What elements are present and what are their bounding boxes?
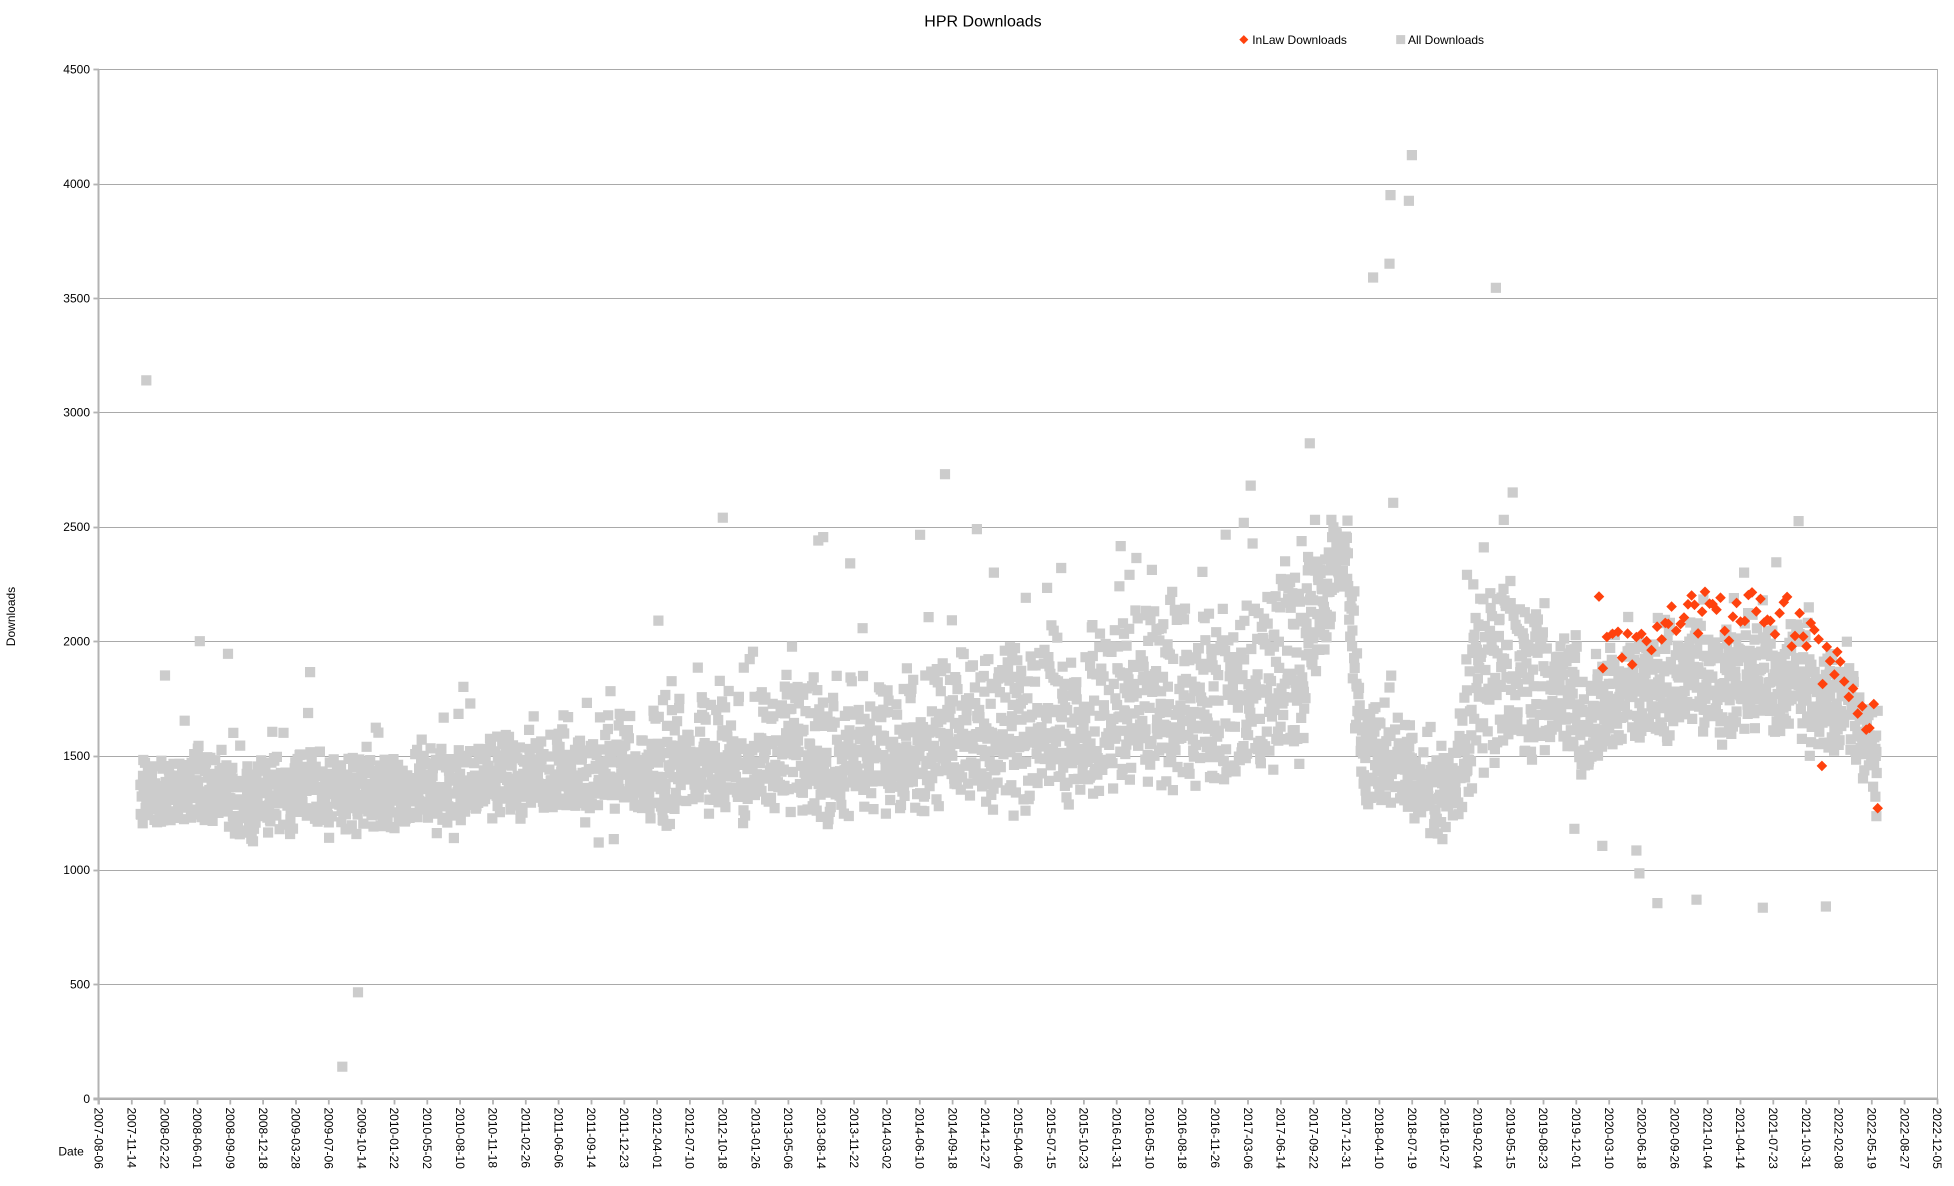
svg-text:2013-01-26: 2013-01-26 (748, 1108, 762, 1170)
svg-text:2022-08-27: 2022-08-27 (1897, 1108, 1911, 1170)
svg-text:2016-08-18: 2016-08-18 (1175, 1108, 1189, 1170)
svg-text:2000: 2000 (63, 635, 90, 649)
svg-text:1500: 1500 (63, 749, 90, 763)
svg-text:2018-10-27: 2018-10-27 (1438, 1108, 1452, 1170)
svg-text:2012-10-18: 2012-10-18 (716, 1108, 730, 1170)
svg-text:2009-07-06: 2009-07-06 (322, 1108, 336, 1170)
svg-text:4500: 4500 (63, 63, 90, 77)
svg-text:HPR Downloads: HPR Downloads (924, 14, 1041, 31)
svg-text:2014-12-27: 2014-12-27 (978, 1108, 992, 1170)
svg-text:3500: 3500 (63, 291, 90, 305)
svg-text:2017-12-31: 2017-12-31 (1339, 1108, 1353, 1170)
svg-text:2022-02-08: 2022-02-08 (1832, 1108, 1846, 1170)
svg-text:2014-06-10: 2014-06-10 (913, 1108, 927, 1170)
svg-text:2009-03-28: 2009-03-28 (289, 1108, 303, 1170)
svg-text:InLaw Downloads: InLaw Downloads (1252, 33, 1347, 47)
svg-text:3000: 3000 (63, 406, 90, 420)
svg-text:2010-01-22: 2010-01-22 (387, 1108, 401, 1170)
svg-text:2007-08-06: 2007-08-06 (92, 1108, 106, 1170)
svg-text:4000: 4000 (63, 177, 90, 191)
svg-text:2020-06-18: 2020-06-18 (1635, 1108, 1649, 1170)
svg-text:2018-07-19: 2018-07-19 (1405, 1108, 1419, 1170)
svg-text:2022-05-19: 2022-05-19 (1865, 1108, 1879, 1170)
svg-text:Date: Date (58, 1144, 84, 1158)
svg-text:2012-04-01: 2012-04-01 (650, 1108, 664, 1170)
svg-text:2011-06-06: 2011-06-06 (551, 1108, 565, 1169)
svg-text:2015-07-15: 2015-07-15 (1044, 1108, 1058, 1170)
svg-text:2017-09-22: 2017-09-22 (1306, 1108, 1320, 1170)
svg-text:All Downloads: All Downloads (1408, 33, 1484, 47)
svg-text:2016-11-26: 2016-11-26 (1208, 1108, 1222, 1169)
svg-text:2013-11-22: 2013-11-22 (847, 1108, 861, 1169)
svg-text:2016-01-31: 2016-01-31 (1109, 1108, 1123, 1170)
svg-text:2500: 2500 (63, 520, 90, 534)
svg-text:2011-02-26: 2011-02-26 (519, 1108, 533, 1169)
svg-text:2011-09-14: 2011-09-14 (584, 1108, 598, 1169)
svg-text:2013-05-06: 2013-05-06 (781, 1108, 795, 1170)
svg-text:2010-08-10: 2010-08-10 (453, 1108, 467, 1170)
svg-text:2021-10-31: 2021-10-31 (1799, 1108, 1813, 1170)
svg-text:2010-05-02: 2010-05-02 (420, 1108, 434, 1170)
svg-text:2022-12-05: 2022-12-05 (1930, 1108, 1944, 1170)
svg-text:2008-02-22: 2008-02-22 (157, 1108, 171, 1170)
svg-text:2017-03-06: 2017-03-06 (1241, 1108, 1255, 1170)
svg-text:2015-10-23: 2015-10-23 (1077, 1108, 1091, 1170)
svg-text:2021-01-04: 2021-01-04 (1700, 1108, 1714, 1170)
svg-text:2012-07-10: 2012-07-10 (683, 1108, 697, 1170)
svg-text:2021-04-14: 2021-04-14 (1733, 1108, 1747, 1170)
svg-text:Downloads: Downloads (4, 587, 18, 646)
svg-text:2013-08-14: 2013-08-14 (814, 1108, 828, 1170)
svg-text:500: 500 (70, 978, 90, 992)
svg-text:2019-12-01: 2019-12-01 (1569, 1108, 1583, 1170)
svg-text:2020-03-10: 2020-03-10 (1602, 1108, 1616, 1170)
svg-text:2017-06-14: 2017-06-14 (1274, 1108, 1288, 1170)
svg-text:2014-09-18: 2014-09-18 (945, 1108, 959, 1170)
svg-text:2016-05-10: 2016-05-10 (1142, 1108, 1156, 1170)
svg-text:2009-10-14: 2009-10-14 (354, 1108, 368, 1170)
svg-text:2019-05-15: 2019-05-15 (1503, 1108, 1517, 1170)
svg-text:2015-04-06: 2015-04-06 (1011, 1108, 1025, 1170)
svg-text:2019-08-23: 2019-08-23 (1536, 1108, 1550, 1170)
svg-text:2007-11-14: 2007-11-14 (125, 1108, 139, 1169)
svg-text:2008-12-18: 2008-12-18 (256, 1108, 270, 1170)
svg-text:2019-02-04: 2019-02-04 (1471, 1108, 1485, 1170)
svg-text:1000: 1000 (63, 863, 90, 877)
svg-text:2018-04-10: 2018-04-10 (1372, 1108, 1386, 1170)
svg-text:2008-06-01: 2008-06-01 (190, 1108, 204, 1170)
svg-text:2011-12-23: 2011-12-23 (617, 1108, 631, 1169)
svg-text:2008-09-09: 2008-09-09 (223, 1108, 237, 1170)
svg-text:2014-03-02: 2014-03-02 (880, 1108, 894, 1170)
svg-text:2021-07-23: 2021-07-23 (1766, 1108, 1780, 1170)
svg-text:0: 0 (83, 1092, 90, 1106)
svg-text:2010-11-18: 2010-11-18 (486, 1108, 500, 1169)
svg-text:2020-09-26: 2020-09-26 (1668, 1108, 1682, 1170)
